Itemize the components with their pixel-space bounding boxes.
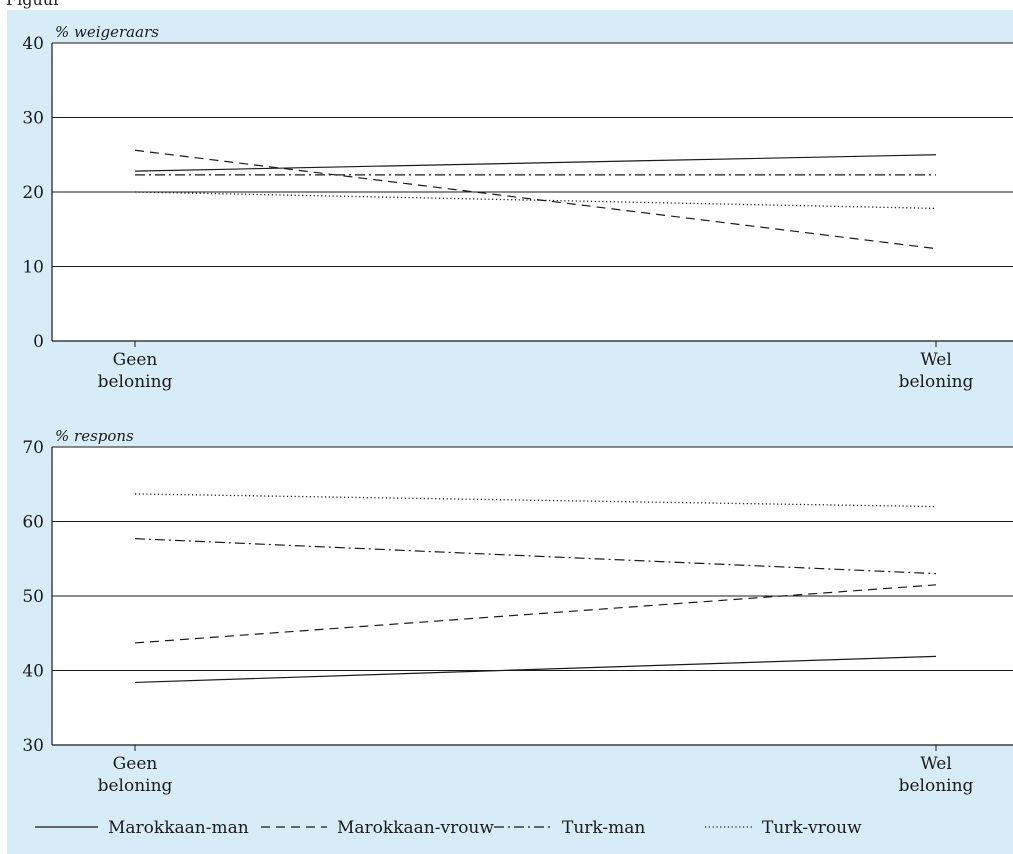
y-tick-label: 10: [22, 258, 44, 278]
x-tick-label: beloning: [98, 776, 173, 796]
series-line-turk-man: [134, 538, 937, 575]
y-tick-label: 20: [22, 183, 44, 203]
legend-label: Turk-man: [562, 818, 645, 838]
y-tick-label: 40: [22, 662, 44, 682]
x-tick-label: Geen: [113, 350, 158, 370]
x-tick-label: beloning: [899, 372, 974, 392]
series-line-marokkaan-man: [134, 655, 937, 684]
cropped-header-text: Figuur: [6, 0, 61, 9]
x-tick-label: Wel: [920, 754, 952, 774]
legend-label: Marokkaan-vrouw: [337, 818, 494, 838]
series-line-turk-vrouw: [134, 493, 937, 508]
x-tick-label: beloning: [98, 372, 173, 392]
y-tick-label: 0: [33, 332, 44, 352]
series-line-marokkaan-man: [134, 154, 937, 172]
y-axis-label: % respons: [55, 427, 134, 445]
x-tick-label: Geen: [113, 754, 158, 774]
x-tick-label: beloning: [899, 776, 974, 796]
y-tick-label: 30: [22, 736, 44, 756]
y-tick-label: 70: [22, 438, 44, 458]
y-tick-label: 40: [22, 34, 44, 54]
y-axis-label: % weigeraars: [55, 23, 159, 41]
series-line-turk-vrouw: [134, 191, 937, 210]
y-tick-label: 50: [22, 587, 44, 607]
cropped-header: Figuur: [0, 0, 1013, 10]
legend-label: Marokkaan-man: [108, 818, 249, 838]
legend-label: Turk-vrouw: [762, 818, 862, 838]
y-tick-label: 30: [22, 109, 44, 129]
y-tick-label: 60: [22, 513, 44, 533]
x-tick-label: Wel: [920, 350, 952, 370]
legend: Marokkaan-man Marokkaan-vrouw Turk-man Turk…: [35, 818, 862, 838]
